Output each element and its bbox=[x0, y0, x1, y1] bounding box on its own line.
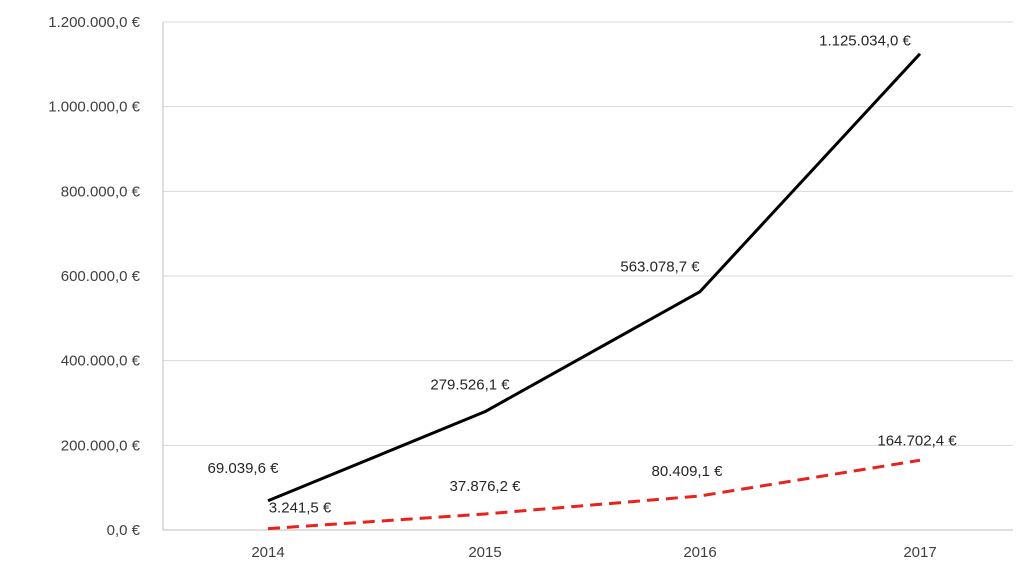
x-axis-ticks: 2014 2015 2016 2017 bbox=[251, 544, 936, 561]
data-label: 69.039,6 € bbox=[208, 460, 280, 477]
y-tick-label: 0,0 € bbox=[107, 522, 141, 539]
data-label: 37.876,2 € bbox=[450, 478, 522, 495]
y-axis-ticks: 0,0 € 200.000,0 € 400.000,0 € 600.000,0 € 80… bbox=[48, 14, 140, 539]
data-label: 1.125.034,0 € bbox=[819, 33, 911, 50]
series-line-0 bbox=[267, 52, 922, 503]
y-tick-label: 1.000.000,0 € bbox=[48, 99, 140, 116]
y-tick-label: 400.000,0 € bbox=[61, 353, 141, 370]
x-tick-label: 2015 bbox=[468, 544, 501, 561]
data-label: 3.241,5 € bbox=[269, 500, 332, 517]
x-tick-label: 2016 bbox=[683, 544, 716, 561]
gridlines bbox=[162, 21, 1013, 531]
data-label: 279.526,1 € bbox=[430, 377, 510, 394]
y-tick-label: 600.000,0 € bbox=[61, 268, 141, 285]
series-lines bbox=[267, 52, 922, 531]
series-line-1 bbox=[267, 458, 921, 531]
y-tick-label: 1.200.000,0 € bbox=[48, 14, 140, 31]
data-label: 80.409,1 € bbox=[652, 463, 724, 480]
x-tick-label: 2017 bbox=[903, 544, 936, 561]
y-tick-label: 800.000,0 € bbox=[61, 183, 141, 200]
data-labels: 69.039,6 € 279.526,1 € 563.078,7 € 1.125.03… bbox=[208, 33, 958, 517]
x-tick-label: 2014 bbox=[251, 544, 284, 561]
data-label: 164.702,4 € bbox=[877, 432, 957, 449]
y-tick-label: 200.000,0 € bbox=[61, 437, 141, 454]
data-label: 563.078,7 € bbox=[620, 259, 700, 276]
